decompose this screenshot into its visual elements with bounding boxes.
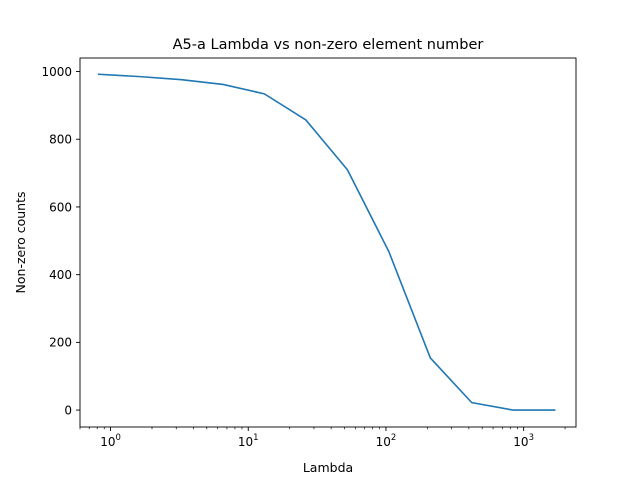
- plot-area: [79, 57, 577, 428]
- y-tick-label: 200: [49, 336, 72, 350]
- y-tick-label: 0: [64, 403, 72, 417]
- x-tick-label: 101: [238, 433, 259, 449]
- plot-frame: [79, 57, 577, 428]
- x-axis-label: Lambda: [303, 460, 353, 475]
- x-tick-label: 100: [100, 433, 121, 449]
- y-axis: 0 200 400 600 800 1000: [41, 65, 80, 417]
- y-axis-label: Non-zero counts: [13, 192, 28, 294]
- y-tick-label: 1000: [41, 65, 72, 79]
- y-tick-label: 800: [49, 133, 72, 147]
- y-tick-label: 600: [49, 200, 72, 214]
- series-layer: [97, 73, 556, 411]
- x-axis: 100 101 102 103: [79, 427, 566, 449]
- x-tick-label: 103: [513, 433, 534, 449]
- chart-title: A5-a Lambda vs non-zero element number: [173, 37, 484, 53]
- y-tick-label: 400: [49, 268, 72, 282]
- series-line: [97, 73, 556, 411]
- x-tick-label: 102: [376, 433, 397, 449]
